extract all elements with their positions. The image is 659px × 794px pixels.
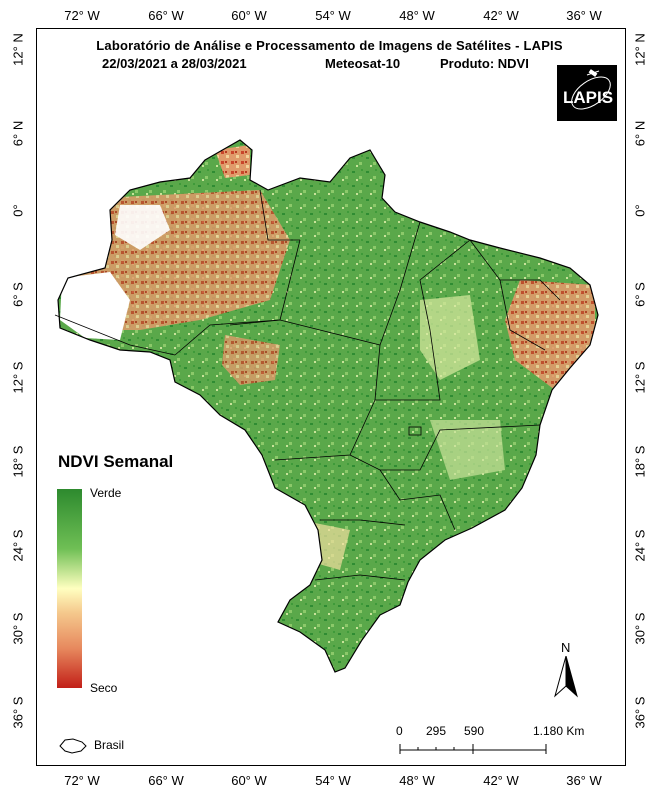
scale-label: 0: [396, 724, 403, 738]
legend-high-label: Verde: [90, 486, 122, 500]
scale-label: 1.180 Km: [533, 724, 585, 738]
lon-label: 42° W: [483, 8, 519, 23]
legend-title: NDVI Semanal: [58, 452, 174, 471]
logo-text: LAPIS: [563, 88, 614, 107]
scale-label: 295: [426, 724, 447, 738]
header-title: Laboratório de Análise e Processamento d…: [96, 38, 563, 53]
lon-label: 60° W: [231, 773, 267, 788]
lon-label: 72° W: [64, 8, 100, 23]
lon-label: 48° W: [399, 8, 435, 23]
scale-bar: [399, 744, 547, 754]
brasil-outline-icon: [59, 738, 87, 754]
header-satellite: Meteosat-10: [325, 56, 401, 71]
lapis-logo: LAPIS: [557, 65, 617, 121]
lon-label: 36° W: [566, 8, 602, 23]
lon-label: 60° W: [231, 8, 267, 23]
scale-label: 590: [464, 724, 485, 738]
header-dates: 22/03/2021 a 28/03/2021: [102, 56, 247, 71]
north-arrow: N: [552, 640, 582, 700]
lon-label: 48° W: [399, 773, 435, 788]
lon-label: 72° W: [64, 773, 100, 788]
lon-label: 36° W: [566, 773, 602, 788]
north-label: N: [561, 640, 571, 655]
lon-label: 66° W: [148, 773, 184, 788]
lon-label: 54° W: [315, 8, 351, 23]
ndvi-color-ramp: [57, 489, 82, 688]
satellite-icon: [571, 69, 611, 110]
lon-label: 42° W: [483, 773, 519, 788]
lon-label: 54° W: [315, 773, 351, 788]
north-arrow-icon: [554, 656, 578, 698]
lon-label: 66° W: [148, 8, 184, 23]
legend-brasil-label: Brasil: [94, 738, 125, 752]
legend-low-label: Seco: [90, 681, 118, 695]
header-product: Produto: NDVI: [440, 56, 529, 71]
